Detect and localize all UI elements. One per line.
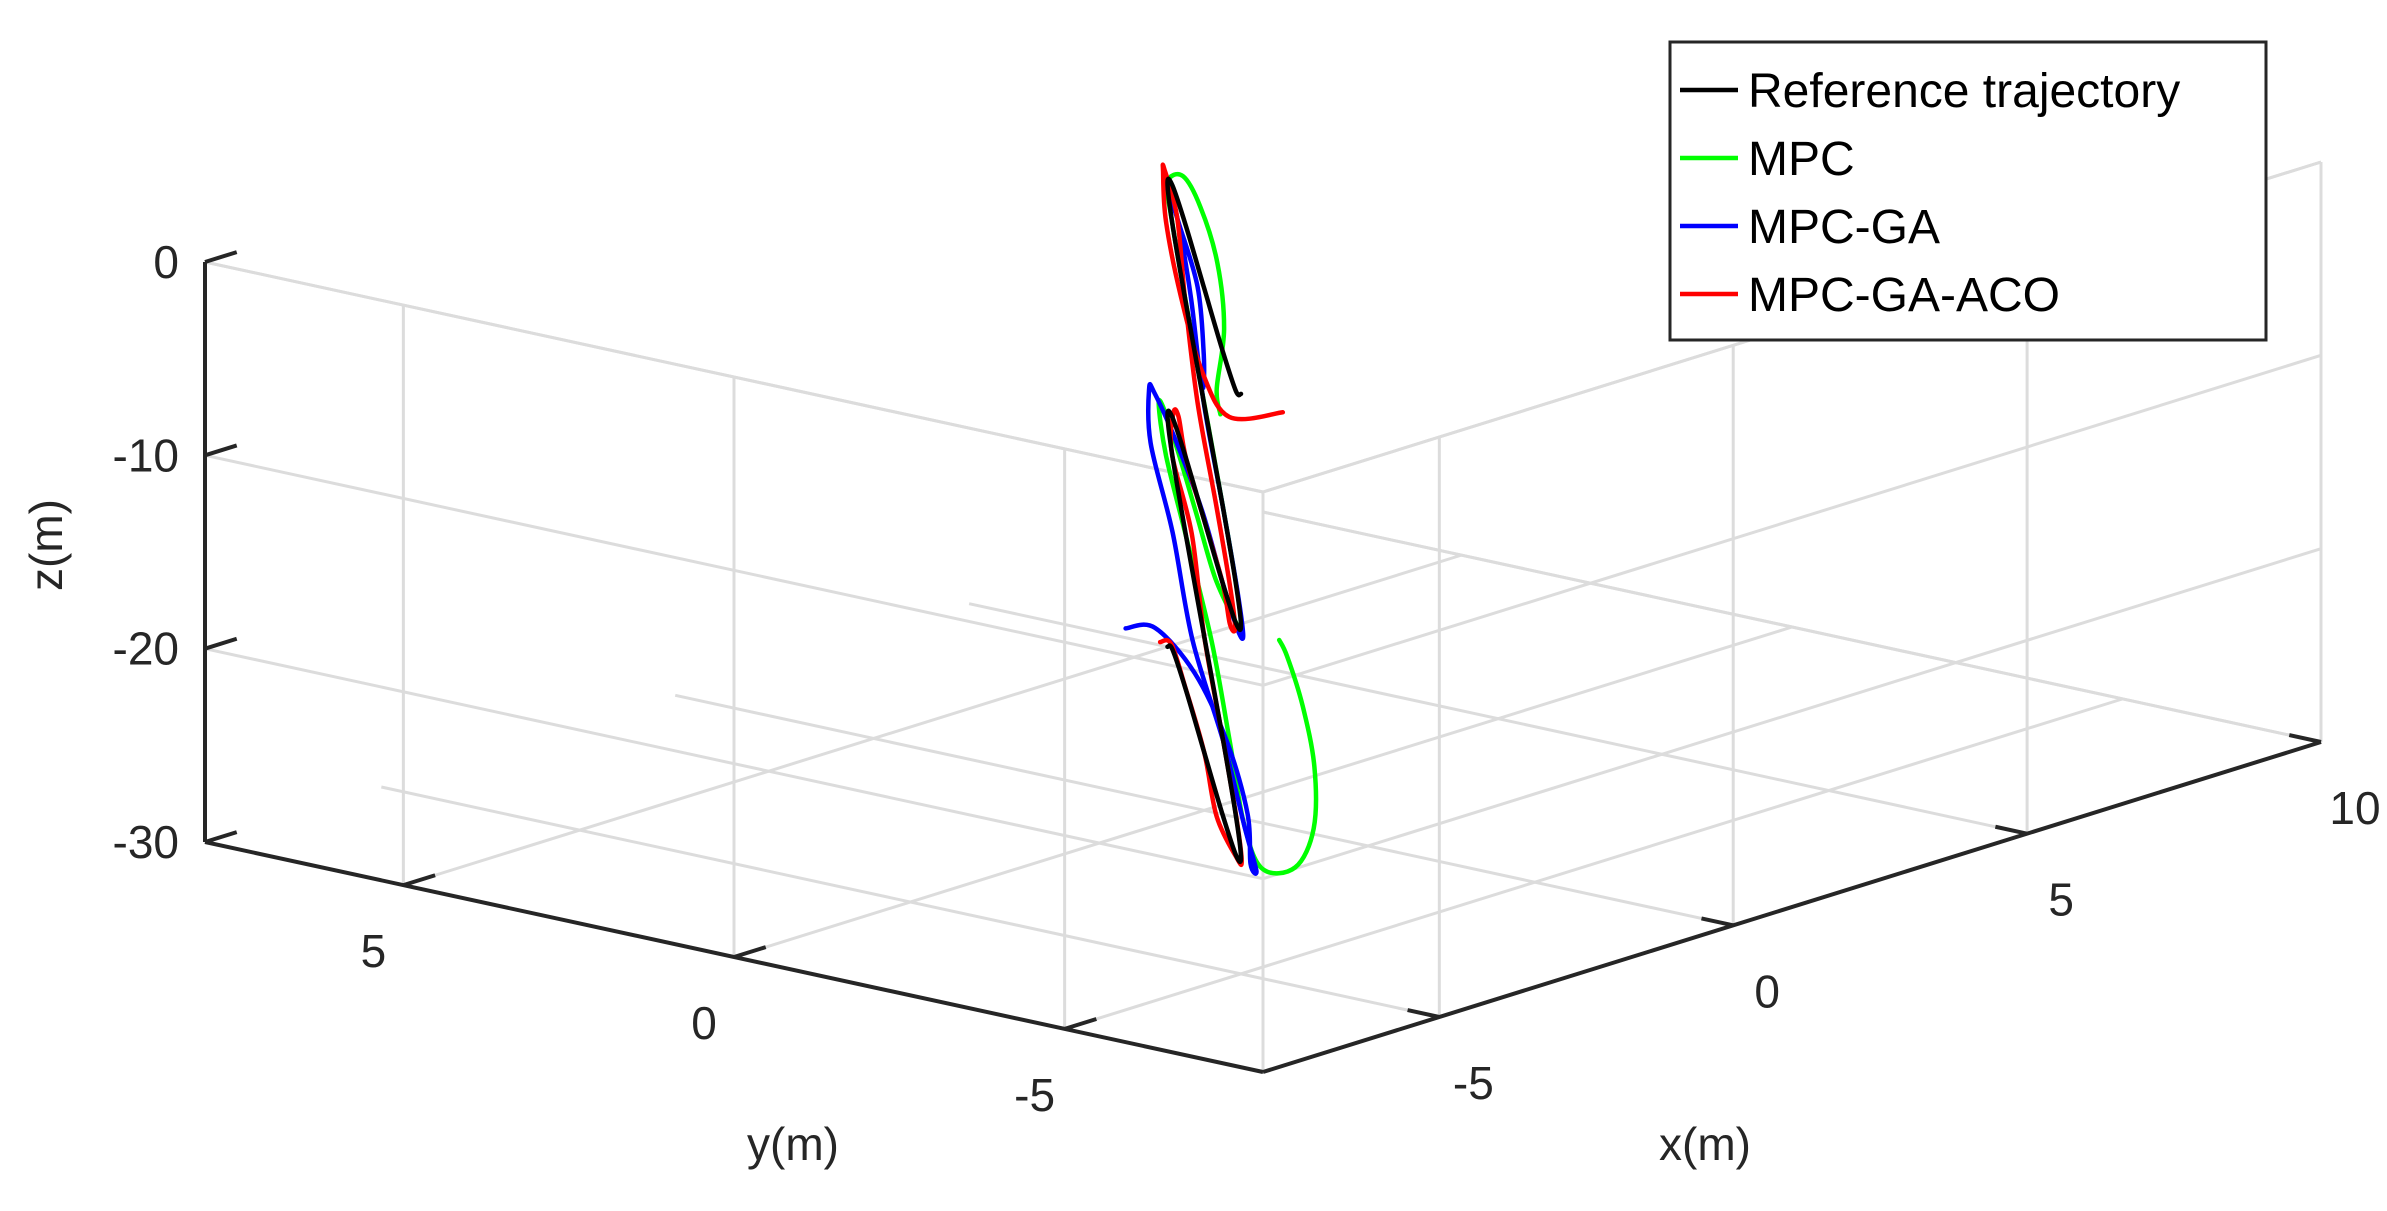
legend-label: MPC-GA bbox=[1748, 201, 1940, 254]
grid-line bbox=[1262, 547, 2322, 881]
z-tick bbox=[204, 636, 238, 651]
series-line-reference-trajectory bbox=[1165, 176, 1244, 865]
y-tick-label: 5 bbox=[361, 925, 387, 977]
grid-line bbox=[204, 453, 1264, 687]
x-tick bbox=[1407, 1008, 1440, 1019]
x-tick-label: 0 bbox=[1754, 965, 1780, 1017]
grid-line bbox=[204, 647, 1264, 881]
y-tick-label: -5 bbox=[1014, 1069, 1055, 1121]
z-tick-label: -30 bbox=[113, 816, 179, 868]
box-edge bbox=[204, 260, 1264, 494]
legend: Reference trajectory MPC MPC-GA MPC-GA-ACO bbox=[1668, 40, 2268, 342]
legend-label: MPC-GA-ACO bbox=[1748, 269, 2060, 322]
z-tick bbox=[204, 443, 238, 458]
x-tick-label: 5 bbox=[2048, 874, 2074, 926]
y-axis-label: y(m) bbox=[747, 1118, 839, 1170]
x-tick-label: 10 bbox=[2329, 782, 2380, 834]
axes-layer bbox=[203, 250, 2322, 1074]
x-axis-label: x(m) bbox=[1659, 1118, 1751, 1170]
y-tick bbox=[733, 945, 767, 959]
grid-line bbox=[1262, 353, 2322, 687]
box-edge bbox=[1262, 510, 2322, 744]
z-tick-label: 0 bbox=[153, 236, 179, 288]
legend-box bbox=[1668, 40, 2268, 342]
grid-line bbox=[402, 553, 1462, 887]
y-tick bbox=[1064, 1017, 1097, 1031]
z-axis-label: z(m) bbox=[20, 499, 72, 591]
grid-line bbox=[1064, 697, 2124, 1031]
y-tick-label: 0 bbox=[691, 997, 717, 1049]
z-tick bbox=[204, 830, 238, 844]
y-tick bbox=[402, 873, 436, 888]
z-tick bbox=[204, 250, 238, 264]
curves-layer bbox=[1123, 162, 1319, 876]
tick-labels: 0 -10 -20 -30 5 0 -5 -5 0 5 10 bbox=[113, 236, 2381, 1121]
x-tick bbox=[2288, 733, 2322, 744]
x-tick bbox=[1701, 916, 1734, 928]
legend-label: Reference trajectory bbox=[1748, 65, 2180, 118]
x-tick-label: -5 bbox=[1453, 1057, 1494, 1109]
series-line-mpc bbox=[1156, 172, 1319, 876]
z-tick-label: -20 bbox=[113, 623, 179, 675]
x-tick bbox=[1994, 824, 2028, 836]
z-tick-label: -10 bbox=[113, 429, 179, 481]
legend-label: MPC bbox=[1748, 133, 1855, 186]
